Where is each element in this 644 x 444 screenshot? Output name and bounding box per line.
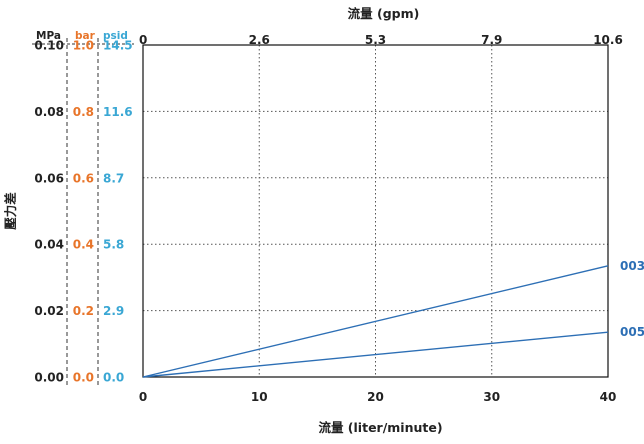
y-tick-label-bar: 0.6	[73, 171, 94, 185]
x-top-tick-label: 5.3	[365, 33, 386, 47]
x-bottom-tick-label: 20	[367, 390, 384, 404]
series-layer: 003 005	[142, 259, 644, 378]
grid-layer	[143, 45, 608, 377]
y-tick-label-psid: 5.8	[103, 238, 124, 252]
y-tick-label-MPa: 0.02	[34, 304, 64, 318]
y-tick-label-psid: 14.5	[103, 39, 133, 53]
y-tick-label-psid: 8.7	[103, 171, 124, 185]
y-tick-label-bar: 0.0	[73, 371, 94, 385]
y-tick-label-MPa: 0.04	[34, 238, 64, 252]
y-tick-label-psid: 11.6	[103, 105, 133, 119]
unit-header-bar: bar	[75, 30, 96, 42]
y-tick-label-bar: 0.4	[73, 238, 94, 252]
y-tick-label-psid: 0.0	[103, 371, 124, 385]
unit-header-psid: psid	[103, 30, 128, 42]
unit-dividers	[32, 38, 134, 387]
y-tick-label-bar: 0.2	[73, 304, 94, 318]
series-line-003	[142, 265, 609, 378]
x-axis-bottom-title: 流量 (liter/minute)	[318, 420, 442, 435]
y-tick-label-bar: 1.0	[73, 39, 94, 53]
y-tick-label-MPa: 0.06	[34, 171, 64, 185]
series-label-003: 003	[620, 259, 644, 273]
unit-header-MPa: MPa	[36, 30, 61, 42]
x-axis-top-title: 流量 (gpm)	[348, 6, 420, 21]
x-top-tick-label: 7.9	[481, 33, 502, 47]
y-tick-label-bar: 0.8	[73, 105, 94, 119]
x-bottom-tick-label: 30	[483, 390, 500, 404]
y-tick-label-psid: 2.9	[103, 304, 124, 318]
x-bottom-tick-label: 0	[139, 390, 147, 404]
y-tick-label-MPa: 0.00	[34, 371, 64, 385]
series-line-005	[142, 331, 609, 378]
x-bottom-tick-label: 10	[251, 390, 268, 404]
x-top-tick-label: 10.6	[593, 33, 623, 47]
y-tick-label-MPa: 0.08	[34, 105, 64, 119]
x-top-tick-label: 0	[139, 33, 147, 47]
x-bottom-tick-label: 40	[600, 390, 617, 404]
tick-layer: 0 10 20 30 40 0 2.6 5.3 7.9 10.6 0.00 0.02 0.04 0.06 0…	[34, 33, 622, 404]
y-axis-title: 壓力差	[3, 192, 18, 230]
unit-header: MPa bar psid	[36, 30, 128, 42]
y-tick-label-MPa: 0.10	[34, 39, 64, 53]
plot-frame	[142, 44, 609, 378]
x-top-tick-label: 2.6	[249, 33, 270, 47]
series-label-005: 005	[620, 325, 644, 339]
